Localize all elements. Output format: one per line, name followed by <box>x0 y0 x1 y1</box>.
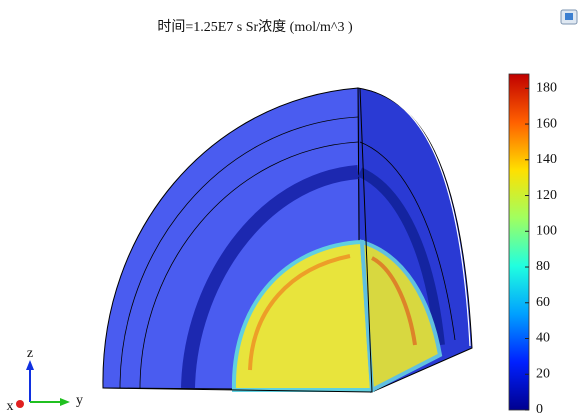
colorbar-tick-label: 180 <box>536 81 557 96</box>
colorbar-tick-label: 140 <box>536 152 557 167</box>
axis-label: x <box>7 399 14 414</box>
colorbar-tick-label: 0 <box>536 402 543 416</box>
axis-label: y <box>76 393 83 408</box>
chart: 时间=1.25E7 s Sr浓度 (mol/m^3 ) z y x 0 20 40 6… <box>0 0 579 416</box>
axis-triad: z y x <box>7 346 84 414</box>
colorbar-tick-label: 100 <box>536 223 557 238</box>
app-icon <box>561 10 577 24</box>
quarter-sphere <box>101 86 472 392</box>
colorbar-tick-label: 20 <box>536 366 550 381</box>
chart-title: 时间=1.25E7 s Sr浓度 (mol/m^3 ) <box>157 19 353 35</box>
axis-label: z <box>27 346 33 361</box>
colorbar-tick-label: 60 <box>536 295 550 310</box>
colorbar-tick-label: 40 <box>536 331 550 346</box>
colorbar-tick-label: 120 <box>536 188 557 203</box>
colorbar-tick-label: 160 <box>536 116 557 131</box>
colorbar-tick-label: 80 <box>536 259 550 274</box>
